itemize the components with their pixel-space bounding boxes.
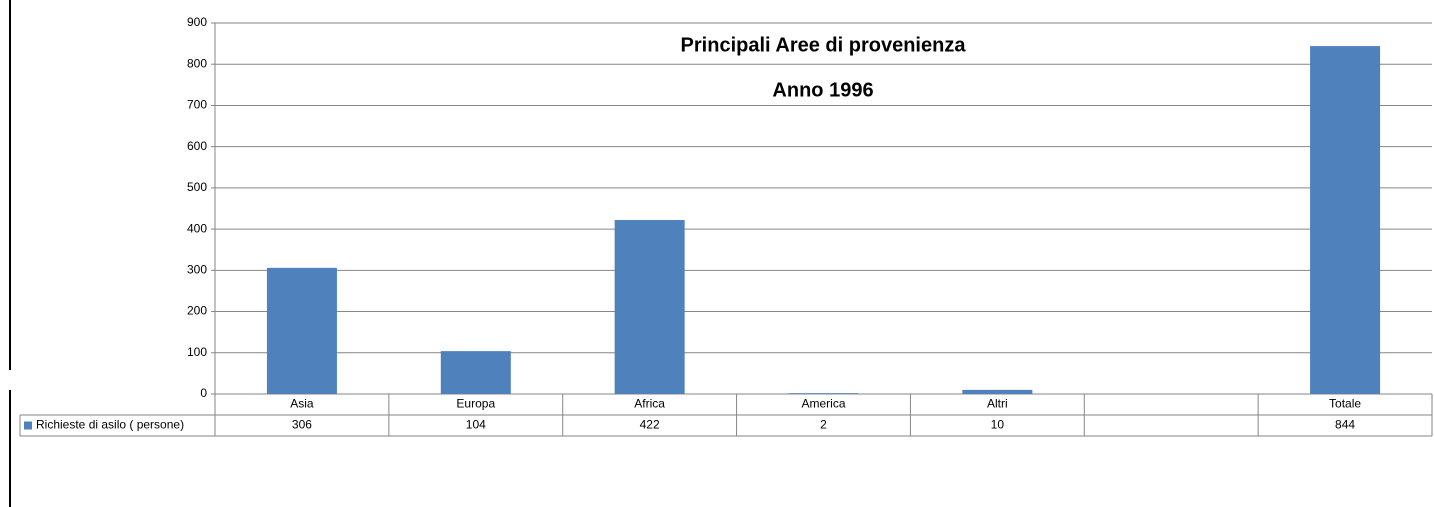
bar <box>962 389 1033 394</box>
y-tick-label: 700 <box>187 98 207 112</box>
x-tick-label: Africa <box>634 397 665 411</box>
x-tick-label: Altri <box>987 397 1008 411</box>
x-tick-label: Asia <box>290 397 314 411</box>
table-value: 104 <box>466 418 486 432</box>
y-tick-label: 100 <box>187 345 207 359</box>
bar <box>440 351 511 394</box>
x-tick-label: Europa <box>456 397 495 411</box>
bar <box>1310 46 1381 395</box>
bar <box>266 267 337 394</box>
x-tick-label: Totale <box>1329 397 1361 411</box>
chart-subtitle: Anno 1996 <box>772 79 873 101</box>
bar <box>614 220 685 394</box>
legend-label: Richieste di asilo ( persone) <box>36 418 184 432</box>
y-tick-label: 900 <box>187 15 207 29</box>
y-tick-label: 600 <box>187 139 207 153</box>
table-value: 2 <box>820 418 827 432</box>
table-value: 306 <box>292 418 312 432</box>
y-tick-label: 400 <box>187 221 207 235</box>
y-tick-label: 0 <box>200 386 207 400</box>
y-tick-label: 200 <box>187 304 207 318</box>
bar <box>788 393 859 394</box>
legend-swatch <box>24 421 32 430</box>
x-tick-label: America <box>801 397 845 411</box>
table-value: 422 <box>640 418 660 432</box>
y-tick-label: 300 <box>187 263 207 277</box>
table-value: 10 <box>991 418 1005 432</box>
table-value: 844 <box>1335 418 1355 432</box>
chart-title: Principali Aree di provenienza <box>681 34 967 56</box>
y-tick-label: 500 <box>187 180 207 194</box>
y-tick-label: 800 <box>187 56 207 70</box>
